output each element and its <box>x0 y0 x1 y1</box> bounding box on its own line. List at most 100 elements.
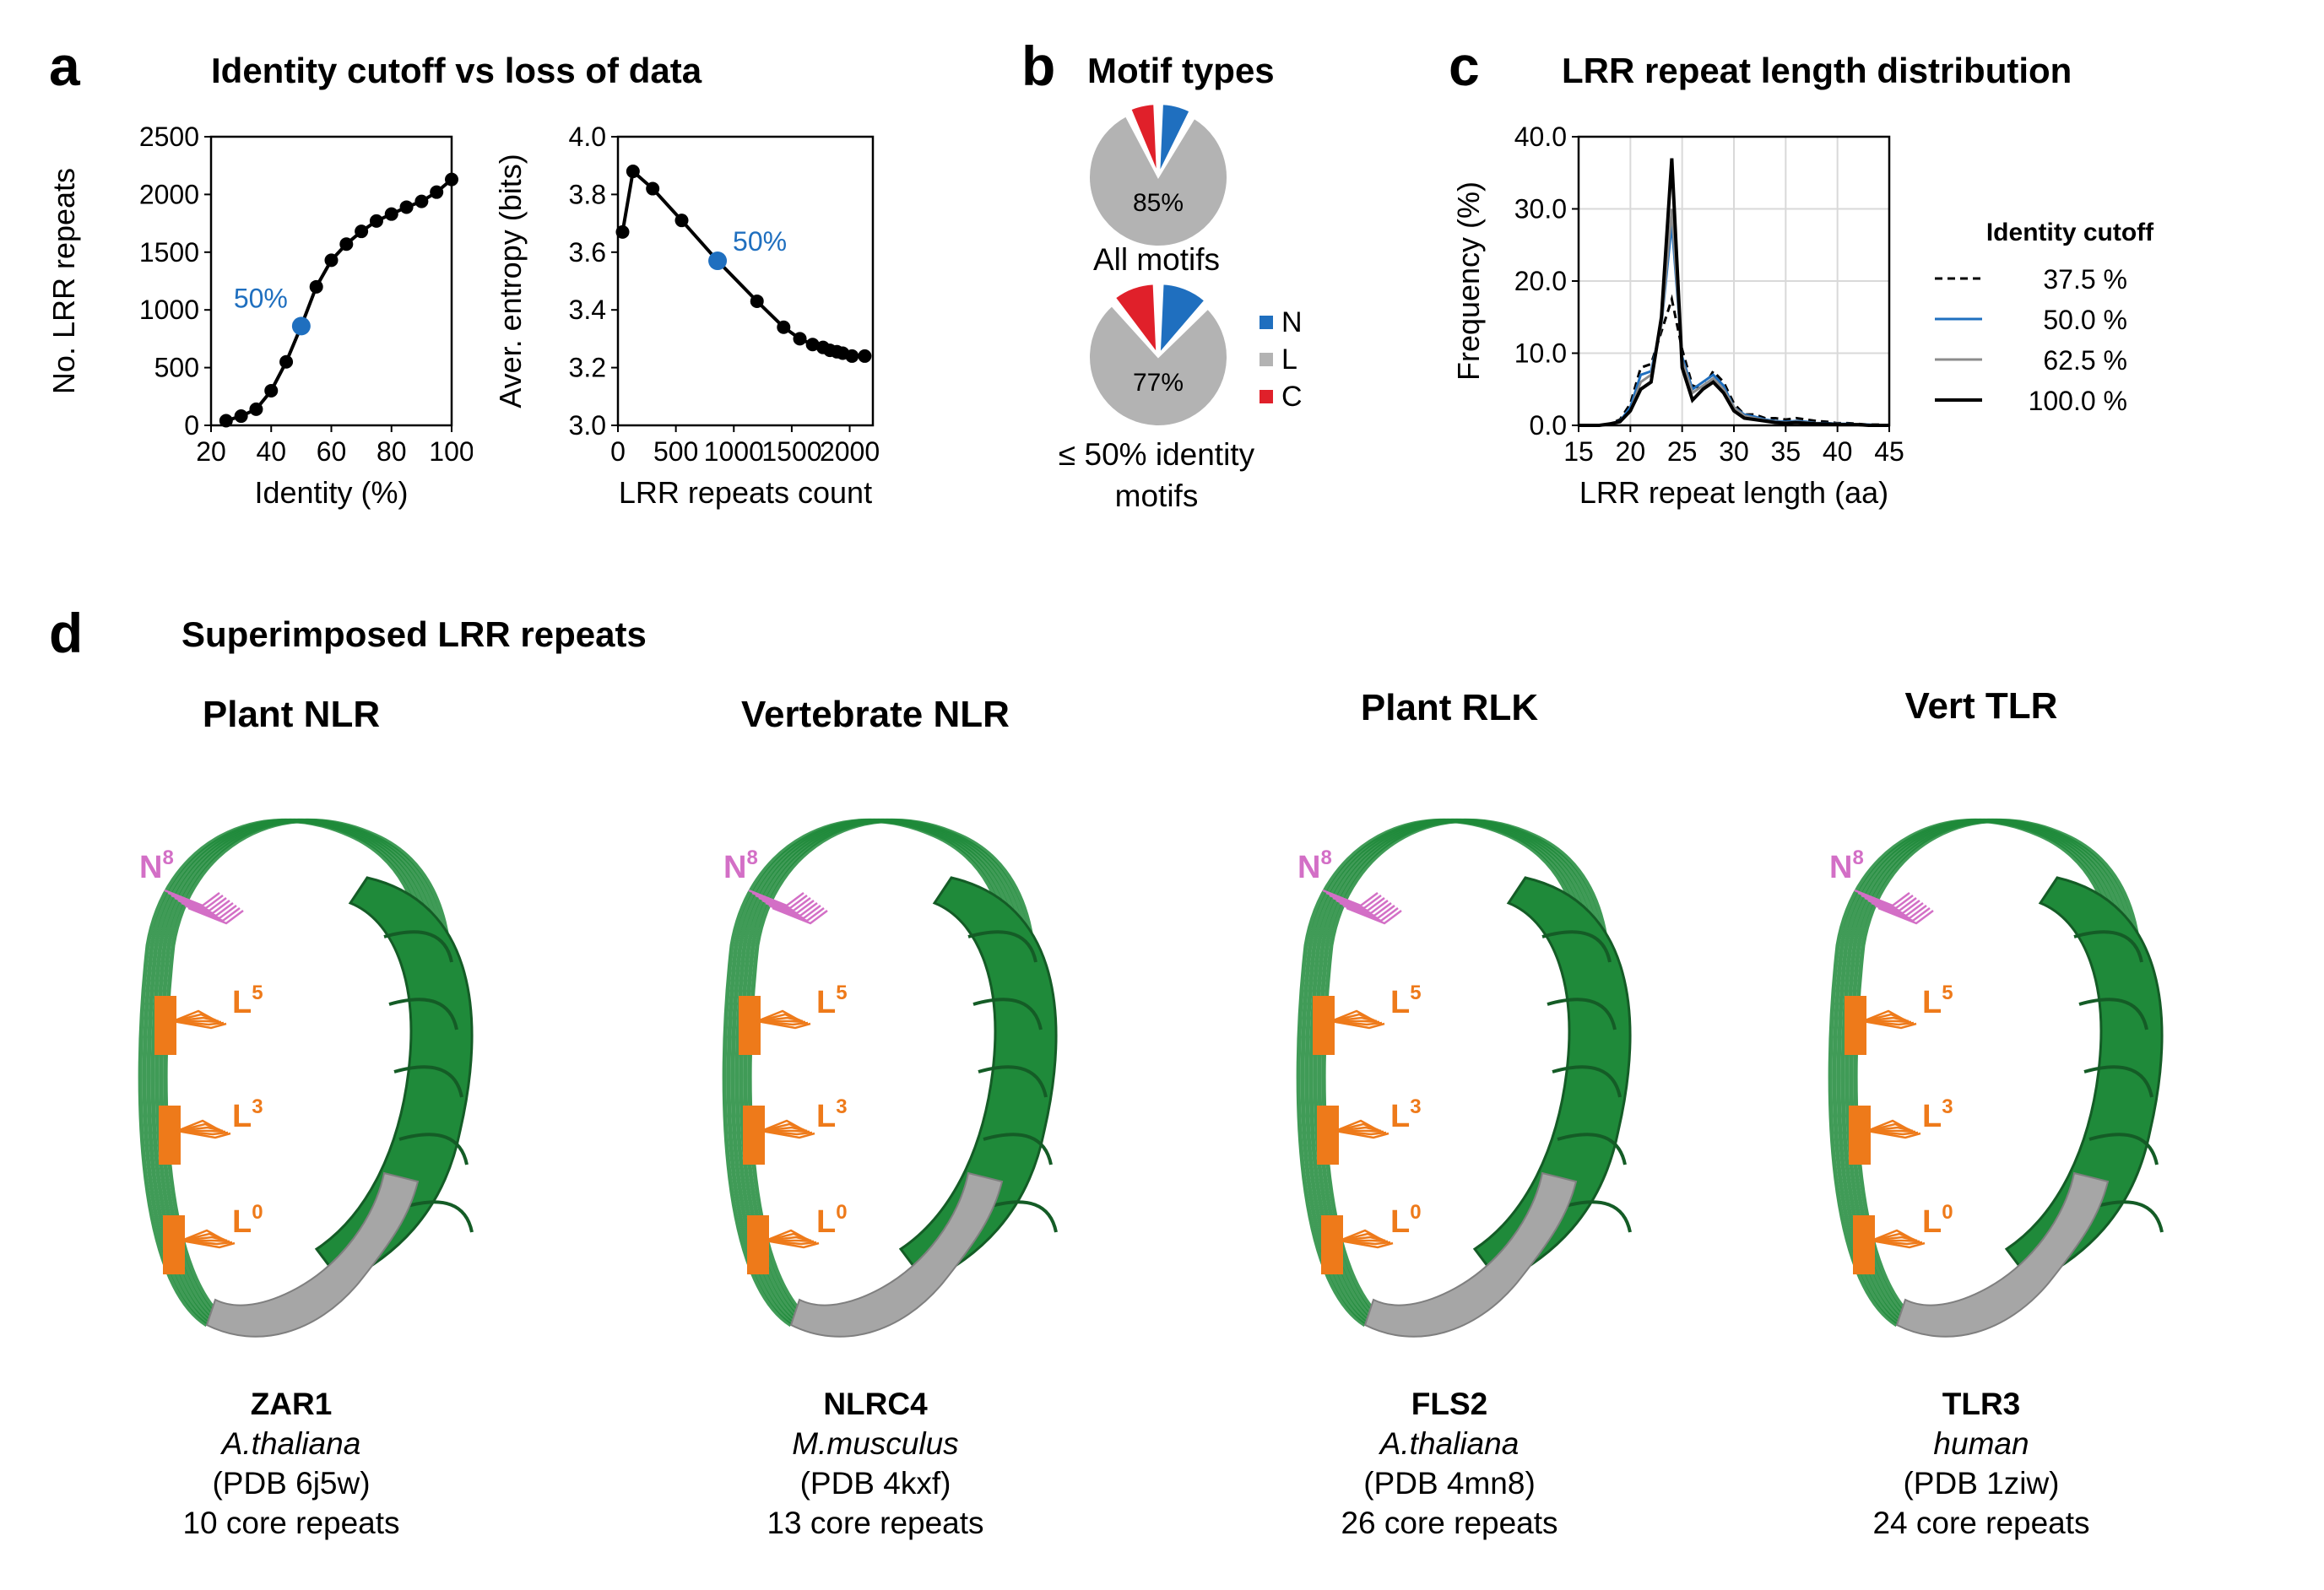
backbone-strand <box>159 818 449 1328</box>
asparagine-sidechain <box>758 896 815 915</box>
leucine-segment <box>743 1106 765 1165</box>
label-l5: L5 <box>1390 982 1422 1020</box>
y-tick-label: 30.0 <box>1514 194 1567 224</box>
chart-length-distribution: 15 20 25 30 35 40 45 0.0 10.0 20.0 30.0 40.0 LRR rep… <box>1451 122 2154 510</box>
helix-turn <box>2083 1065 2153 1098</box>
data-point <box>674 214 689 228</box>
x-axis-label: LRR repeats count <box>619 475 872 510</box>
label-l3: L3 <box>1390 1095 1422 1134</box>
helix-turn <box>1552 1065 1622 1098</box>
series-line <box>620 168 865 358</box>
label-l0-sup: 0 <box>836 1201 847 1224</box>
asparagine-sidechain <box>1871 901 1927 920</box>
panel-d-title: Superimposed LRR repeats <box>181 614 647 654</box>
backbone-strand <box>743 818 1033 1328</box>
data-point <box>369 214 383 228</box>
data-point <box>626 165 640 179</box>
asparagine-sidechain <box>164 889 220 907</box>
asparagine-sidechain <box>768 904 825 922</box>
asparagine-sidechain <box>1857 891 1914 910</box>
label-l3-sup: 3 <box>252 1095 263 1118</box>
leucine-segment <box>1845 996 1866 1055</box>
leucine-sidechain <box>181 1232 225 1242</box>
legend-label-c: C <box>1281 380 1303 413</box>
pie-slice-l <box>1088 115 1228 247</box>
leucine-sidechain <box>761 1122 805 1133</box>
backbone-strand <box>1845 818 2135 1328</box>
protein-name: ZAR1 <box>250 1387 333 1421</box>
highlight-point <box>291 316 311 336</box>
cartoon-group <box>1828 818 2164 1338</box>
asparagine-sidechain <box>177 899 234 917</box>
label-l3: L3 <box>1922 1095 1953 1134</box>
x-tick-label: 20 <box>196 436 226 467</box>
leucine-sidechain <box>181 1236 228 1242</box>
asparagine-sidechain <box>1877 906 1934 925</box>
x-tick-label: 100 <box>429 436 473 467</box>
backbone-strand <box>163 818 453 1328</box>
leucine-sidechain <box>1335 1129 1390 1139</box>
helix-turn <box>2094 1200 2164 1233</box>
panel-c-title: LRR repeat length distribution <box>1562 51 2072 90</box>
label-l0: L0 <box>232 1201 263 1240</box>
label-l3: L3 <box>232 1095 263 1134</box>
pdb-id: (PDB 6j5w) <box>212 1466 371 1501</box>
leucine-sidechain <box>172 1013 217 1023</box>
asparagine-sidechain <box>772 906 828 925</box>
leucine-sidechain <box>1871 1236 1918 1242</box>
data-point <box>355 224 369 239</box>
asparagine-sidechain <box>1864 896 1920 915</box>
x-tick-label: 20 <box>1616 436 1646 467</box>
panel-letter-d: d <box>49 602 84 664</box>
label-l5-sup: 5 <box>1410 982 1421 1004</box>
y-tick-label: 3.6 <box>569 237 606 268</box>
leucine-sidechain <box>176 1126 224 1133</box>
plot-frame <box>616 135 875 427</box>
legend-label-3: 62.5 % <box>2043 345 2127 376</box>
structure-caption-1: ZAR1 A.thaliana (PDB 6j5w) 10 core repeats <box>122 1384 460 1543</box>
label-l0-sup: 0 <box>252 1201 263 1224</box>
y-tick-label: 20.0 <box>1514 266 1567 296</box>
leucine-segment <box>1321 1215 1343 1274</box>
data-point <box>805 338 820 352</box>
structure-title-1: Plant NLR <box>202 694 381 735</box>
backbone-strand <box>747 818 1037 1328</box>
helix-turn <box>398 1133 469 1165</box>
asparagine-sidechain <box>1339 901 1395 920</box>
leucine-sidechain <box>765 1236 812 1242</box>
pie-slice-n <box>1158 103 1191 174</box>
y-tick-label: 40.0 <box>1514 122 1567 152</box>
c-terminal-region <box>1363 1171 1578 1338</box>
data-point <box>750 294 764 308</box>
label-l3-sup: 3 <box>836 1095 847 1118</box>
leucine-sidechain <box>1335 1122 1379 1133</box>
x-tick-label: 30 <box>1719 436 1749 467</box>
panel-letter-b: b <box>1021 35 1056 97</box>
helix-turn <box>1557 1133 1627 1165</box>
leucine-sidechain <box>1330 1013 1375 1023</box>
asparagine-sidechain <box>174 896 230 915</box>
leucine-segment <box>154 996 176 1055</box>
data-point <box>264 383 279 398</box>
structure-cartoon-3: N8 L5 L3 L0 <box>1296 818 1632 1338</box>
structure-caption-3: FLS2 A.thaliana (PDB 4mn8) 26 core repeats <box>1281 1384 1618 1543</box>
label-n8-sup: 8 <box>1320 846 1331 869</box>
data-point <box>324 253 339 268</box>
asparagine-sidechain <box>1329 894 1385 912</box>
c-terminal-region <box>205 1171 420 1338</box>
legend-item-n: N <box>1260 304 1303 341</box>
legend-title: Identity cutoff <box>1986 219 2154 246</box>
panel-a-title: Identity cutoff vs loss of data <box>211 51 702 90</box>
data-point <box>777 320 791 334</box>
asparagine-sidechain <box>765 901 821 920</box>
helix-turn <box>383 930 453 963</box>
leucine-segment <box>163 1215 185 1274</box>
leucine-segment <box>1313 996 1335 1055</box>
y-tick-label: 3.8 <box>569 179 606 209</box>
asparagine-sidechain <box>1335 899 1392 917</box>
structure-cartoon-1: N8 L5 L3 L0 <box>138 818 474 1338</box>
protein-name: FLS2 <box>1411 1387 1488 1421</box>
data-point <box>845 349 859 363</box>
x-tick-label: 35 <box>1771 436 1801 467</box>
leucine-sidechain <box>756 1016 804 1023</box>
